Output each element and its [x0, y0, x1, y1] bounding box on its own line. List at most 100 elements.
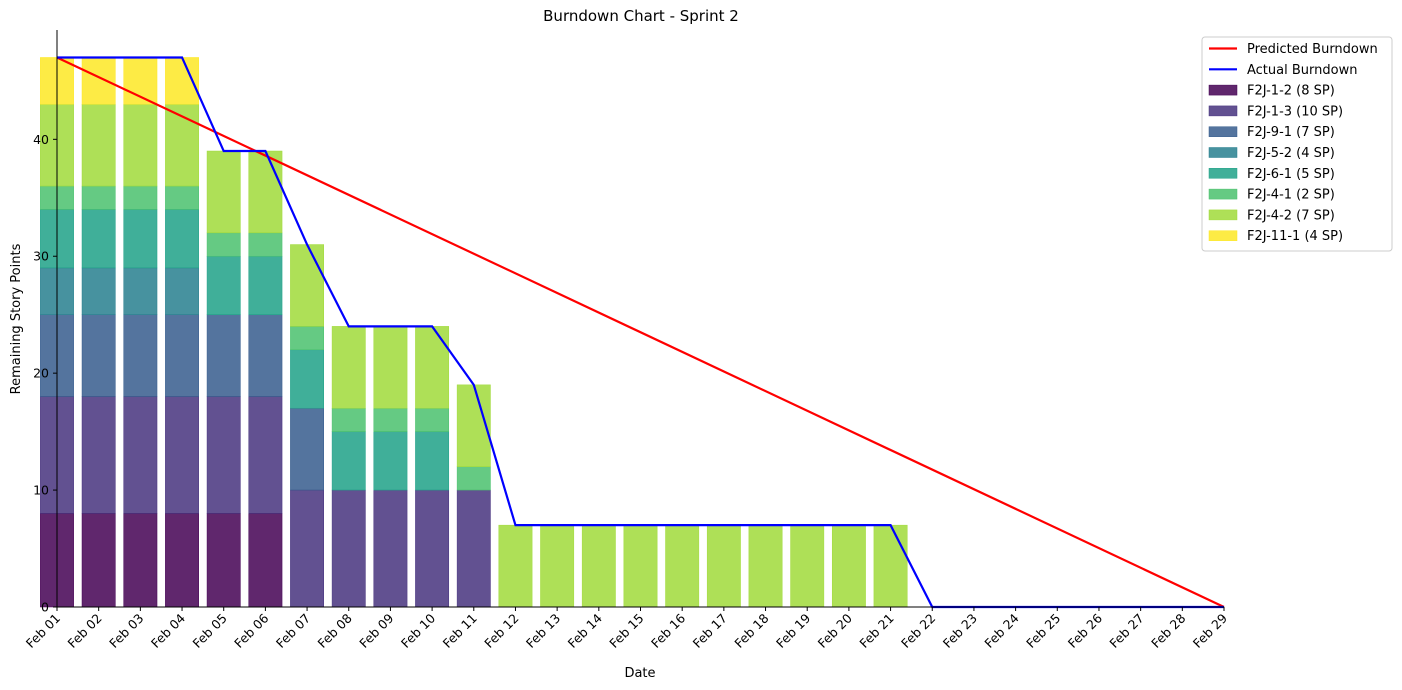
series-line [56, 56, 1225, 608]
bar-segment [206, 314, 241, 397]
bar-segment [748, 524, 783, 608]
bar-segment [373, 326, 408, 409]
legend-bar-swatch [1208, 84, 1238, 96]
bar-segment [456, 466, 491, 491]
x-tick-label: Feb 07 [273, 611, 313, 651]
legend-label: F2J-6-1 (5 SP) [1247, 167, 1335, 182]
bar-segment [665, 524, 700, 608]
x-tick-label: Feb 21 [856, 611, 896, 651]
bar-segment [81, 57, 116, 105]
bar-segment [415, 326, 450, 409]
x-tick-label: Feb 24 [981, 610, 1021, 650]
legend-label: Actual Burndown [1247, 63, 1357, 78]
x-tick-label: Feb 20 [815, 610, 855, 650]
bar-segment [206, 232, 241, 257]
y-tick-label: 40 [33, 132, 49, 147]
bar-segment [165, 314, 199, 397]
x-tick-label: Feb 27 [1106, 611, 1146, 651]
x-tick-label: Feb 29 [1190, 610, 1230, 650]
bar-segment [165, 185, 199, 210]
y-axis-label: Remaining Story Points [9, 243, 24, 394]
bar-segment [165, 513, 199, 608]
x-tick-label: Feb 28 [1148, 610, 1188, 650]
bar-segment [456, 489, 491, 608]
y-tick-label: 0 [41, 600, 49, 615]
bar-segment [206, 513, 241, 608]
legend-bar-swatch [1208, 147, 1238, 158]
x-tick-label: Feb 10 [398, 610, 438, 650]
bar-segment [331, 407, 366, 432]
y-tick-label: 20 [33, 366, 49, 381]
x-tick-label: Feb 22 [898, 611, 938, 651]
bar-segment [248, 396, 283, 514]
legend-bar-swatch [1208, 105, 1238, 117]
x-tick-label: Feb 17 [690, 611, 730, 651]
bar-segment [373, 407, 408, 432]
x-tick-label: Feb 03 [106, 611, 146, 651]
bar-segment [373, 431, 408, 491]
x-tick-label: Feb 06 [231, 610, 271, 650]
bar-segment [290, 407, 324, 491]
x-tick-label: Feb 18 [731, 610, 771, 650]
legend-label: F2J-9-1 (7 SP) [1247, 125, 1335, 140]
bar-segment [81, 103, 116, 187]
x-tick-label: Feb 04 [148, 610, 188, 650]
x-tick-label: Feb 13 [523, 611, 563, 651]
bar-segment [81, 513, 116, 608]
x-tick-label: Feb 11 [440, 611, 480, 651]
legend-bar-swatch [1208, 126, 1238, 137]
legend-label: F2J-4-1 (2 SP) [1247, 188, 1335, 203]
legend-frame [1201, 36, 1393, 252]
bar-segment [790, 524, 825, 608]
bar-segment [248, 255, 283, 315]
bar-segment [165, 267, 199, 315]
bar-segment [706, 524, 741, 608]
bar-segment [290, 244, 324, 327]
chart-title: Burndown Chart - Sprint 2 [543, 7, 739, 25]
x-tick-label: Feb 09 [356, 610, 396, 650]
bar-segment [81, 396, 116, 514]
bar-segment [831, 524, 866, 608]
bar-segment [873, 524, 908, 608]
x-tick-label: Feb 08 [315, 610, 355, 650]
x-tick-label: Feb 02 [64, 611, 104, 651]
bar-segment [415, 489, 450, 608]
y-tick-label: 10 [33, 483, 49, 498]
x-tick-label: Feb 16 [648, 610, 688, 650]
bar-segment [331, 326, 366, 409]
bar-segment [165, 103, 199, 187]
bar-segment [81, 267, 116, 315]
x-tick-label: Feb 19 [773, 610, 813, 650]
bar-segment [123, 103, 158, 187]
bar-segment [123, 513, 158, 608]
bar-segment [623, 524, 658, 608]
x-tick-label: Feb 26 [1065, 610, 1105, 650]
bar-segment [290, 326, 324, 351]
x-tick-label: Feb 01 [23, 611, 63, 651]
bar-segment [123, 209, 158, 269]
legend-bar-swatch [1208, 168, 1238, 179]
x-tick-label: Feb 05 [190, 611, 230, 651]
bar-segment [165, 209, 199, 269]
legend-bar-swatch [1208, 209, 1238, 221]
bar-segment [415, 407, 450, 432]
bar-segment [81, 185, 116, 210]
legend-bar-swatch [1208, 188, 1238, 200]
bar-segment [123, 314, 158, 397]
bar-segment [206, 396, 241, 514]
legend: Predicted Burndown Actual Burndown F2J-1-2… [1201, 36, 1393, 252]
bar-segment [331, 489, 366, 608]
bar-segment [248, 232, 283, 257]
legend-label: F2J-11-1 (4 SP) [1247, 229, 1343, 244]
bar-segment [123, 185, 158, 210]
legend-label: F2J-5-2 (4 SP) [1247, 146, 1335, 161]
bar-segment [290, 349, 324, 409]
bar-segment [123, 267, 158, 315]
bar-segment [248, 314, 283, 397]
bar-segment [123, 396, 158, 514]
bar-segment [498, 524, 533, 608]
bar-segment [165, 57, 199, 105]
bar-segment [206, 255, 241, 315]
